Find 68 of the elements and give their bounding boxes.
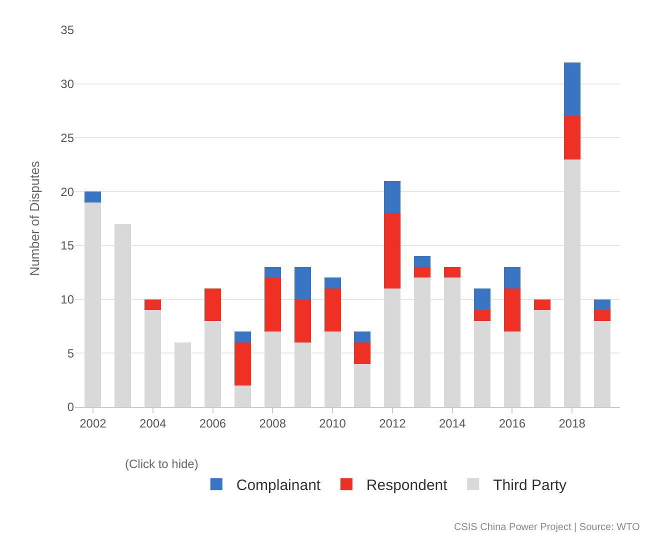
bar: [174, 342, 192, 407]
bar: [594, 299, 610, 310]
bar: [294, 299, 311, 342]
legend-title: (Click to hide): [125, 456, 198, 471]
bar: [504, 266, 520, 289]
bar: [114, 224, 132, 407]
bar: [594, 310, 610, 321]
y-tick-label: 30: [60, 77, 74, 92]
x-tick-label: 2006: [199, 416, 226, 430]
bar: [384, 213, 401, 289]
bar: [414, 266, 431, 278]
bar: [504, 332, 520, 407]
bar: [354, 364, 371, 407]
bar: [264, 332, 281, 407]
bar: [534, 299, 550, 310]
bar: [504, 288, 520, 332]
bar: [474, 310, 490, 321]
bar: [444, 266, 461, 278]
legend-label: Third Party: [493, 476, 567, 494]
bar: [234, 385, 251, 407]
y-tick-label: 20: [60, 184, 74, 199]
y-axis-title: Number of Disputes: [27, 160, 42, 276]
bar: [564, 159, 580, 407]
y-tick-label: 10: [60, 292, 74, 306]
bar: [144, 310, 162, 407]
y-tick-label: 0: [67, 400, 74, 414]
bar: [84, 192, 102, 202]
x-tick-label: 2012: [379, 416, 406, 430]
x-tick-label: 2016: [498, 416, 526, 430]
x-tick-label: 2002: [80, 416, 107, 430]
bar: [354, 342, 371, 364]
bar: [474, 288, 490, 310]
y-tick-label: 35: [60, 23, 74, 38]
bar: [444, 278, 461, 407]
bar: [204, 288, 221, 321]
x-tick-label: 2008: [259, 416, 286, 430]
x-tick-label: 2004: [140, 416, 167, 430]
bar: [564, 62, 580, 116]
text: CSIS China Power Project | Source: WTO: [454, 522, 640, 533]
y-tick-label: 25: [60, 130, 74, 145]
bar: [324, 332, 341, 407]
bar: [84, 202, 102, 407]
bar: [264, 266, 281, 278]
bar: [354, 332, 371, 342]
bar: [534, 310, 550, 407]
x-tick-label: 2010: [319, 416, 346, 430]
bar: [564, 116, 580, 160]
bar: [294, 342, 311, 407]
bar: [234, 332, 251, 342]
bar: [204, 320, 221, 407]
y-tick-label: 15: [60, 238, 74, 253]
bar: [594, 320, 610, 407]
bar: [294, 266, 311, 300]
bar: [324, 288, 341, 332]
bar: [264, 278, 281, 332]
bar: [144, 299, 162, 310]
legend-label: Complainant: [236, 476, 322, 494]
y-tick-label: 5: [67, 346, 74, 360]
bar: [324, 278, 341, 289]
bar: [234, 342, 251, 386]
bar: [384, 288, 401, 407]
bar: [384, 180, 401, 214]
bar: [414, 278, 431, 407]
x-tick-label: 2018: [558, 416, 586, 430]
legend-label: Respondent: [366, 476, 448, 494]
bar: [414, 256, 431, 267]
x-tick-label: 2014: [438, 416, 466, 430]
bar: [474, 320, 490, 407]
